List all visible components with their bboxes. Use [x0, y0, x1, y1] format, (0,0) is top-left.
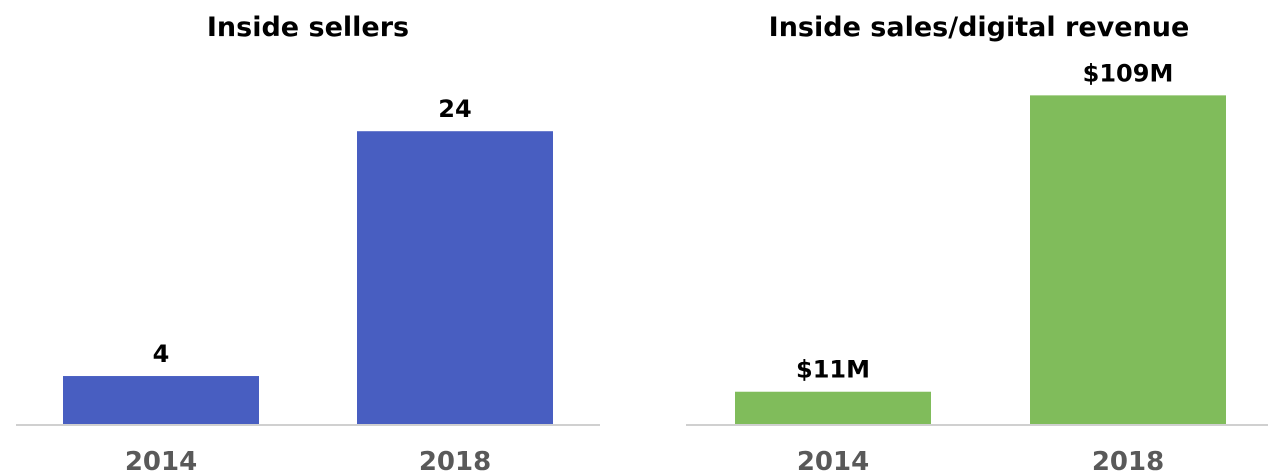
inside-sellers-bar-2014 — [63, 376, 259, 425]
inside-sellers-value-labels: 4 24 — [153, 95, 472, 368]
revenue-x-tick-labels: 2014 2018 — [797, 447, 1164, 474]
inside-sellers-x-tick-2014: 2014 — [125, 447, 197, 474]
inside-sellers-bars — [63, 131, 553, 425]
inside-sellers-bar-2018 — [357, 131, 553, 425]
revenue-x-tick-2018: 2018 — [1092, 447, 1164, 474]
revenue-bar-2018 — [1030, 95, 1226, 425]
revenue-value-label-2014: $11M — [796, 356, 870, 384]
inside-sellers-value-label-2018: 24 — [438, 95, 471, 123]
revenue-bars — [735, 95, 1226, 425]
inside-sales-digital-revenue-chart: Inside sales/digital revenue $11M $109M 2… — [686, 12, 1268, 474]
inside-sellers-x-tick-2018: 2018 — [419, 447, 491, 474]
inside-sellers-value-label-2014: 4 — [153, 340, 170, 368]
inside-sellers-x-tick-labels: 2014 2018 — [125, 447, 491, 474]
revenue-value-label-2018: $109M — [1083, 59, 1174, 87]
inside-sellers-chart: Inside sellers 4 24 2014 2018 — [16, 12, 600, 474]
revenue-value-labels: $11M $109M — [796, 59, 1173, 383]
inside-sales-digital-revenue-chart-title: Inside sales/digital revenue — [769, 12, 1190, 43]
inside-sellers-chart-title: Inside sellers — [207, 12, 409, 43]
revenue-bar-2014 — [735, 391, 931, 425]
revenue-x-tick-2014: 2014 — [797, 447, 869, 474]
